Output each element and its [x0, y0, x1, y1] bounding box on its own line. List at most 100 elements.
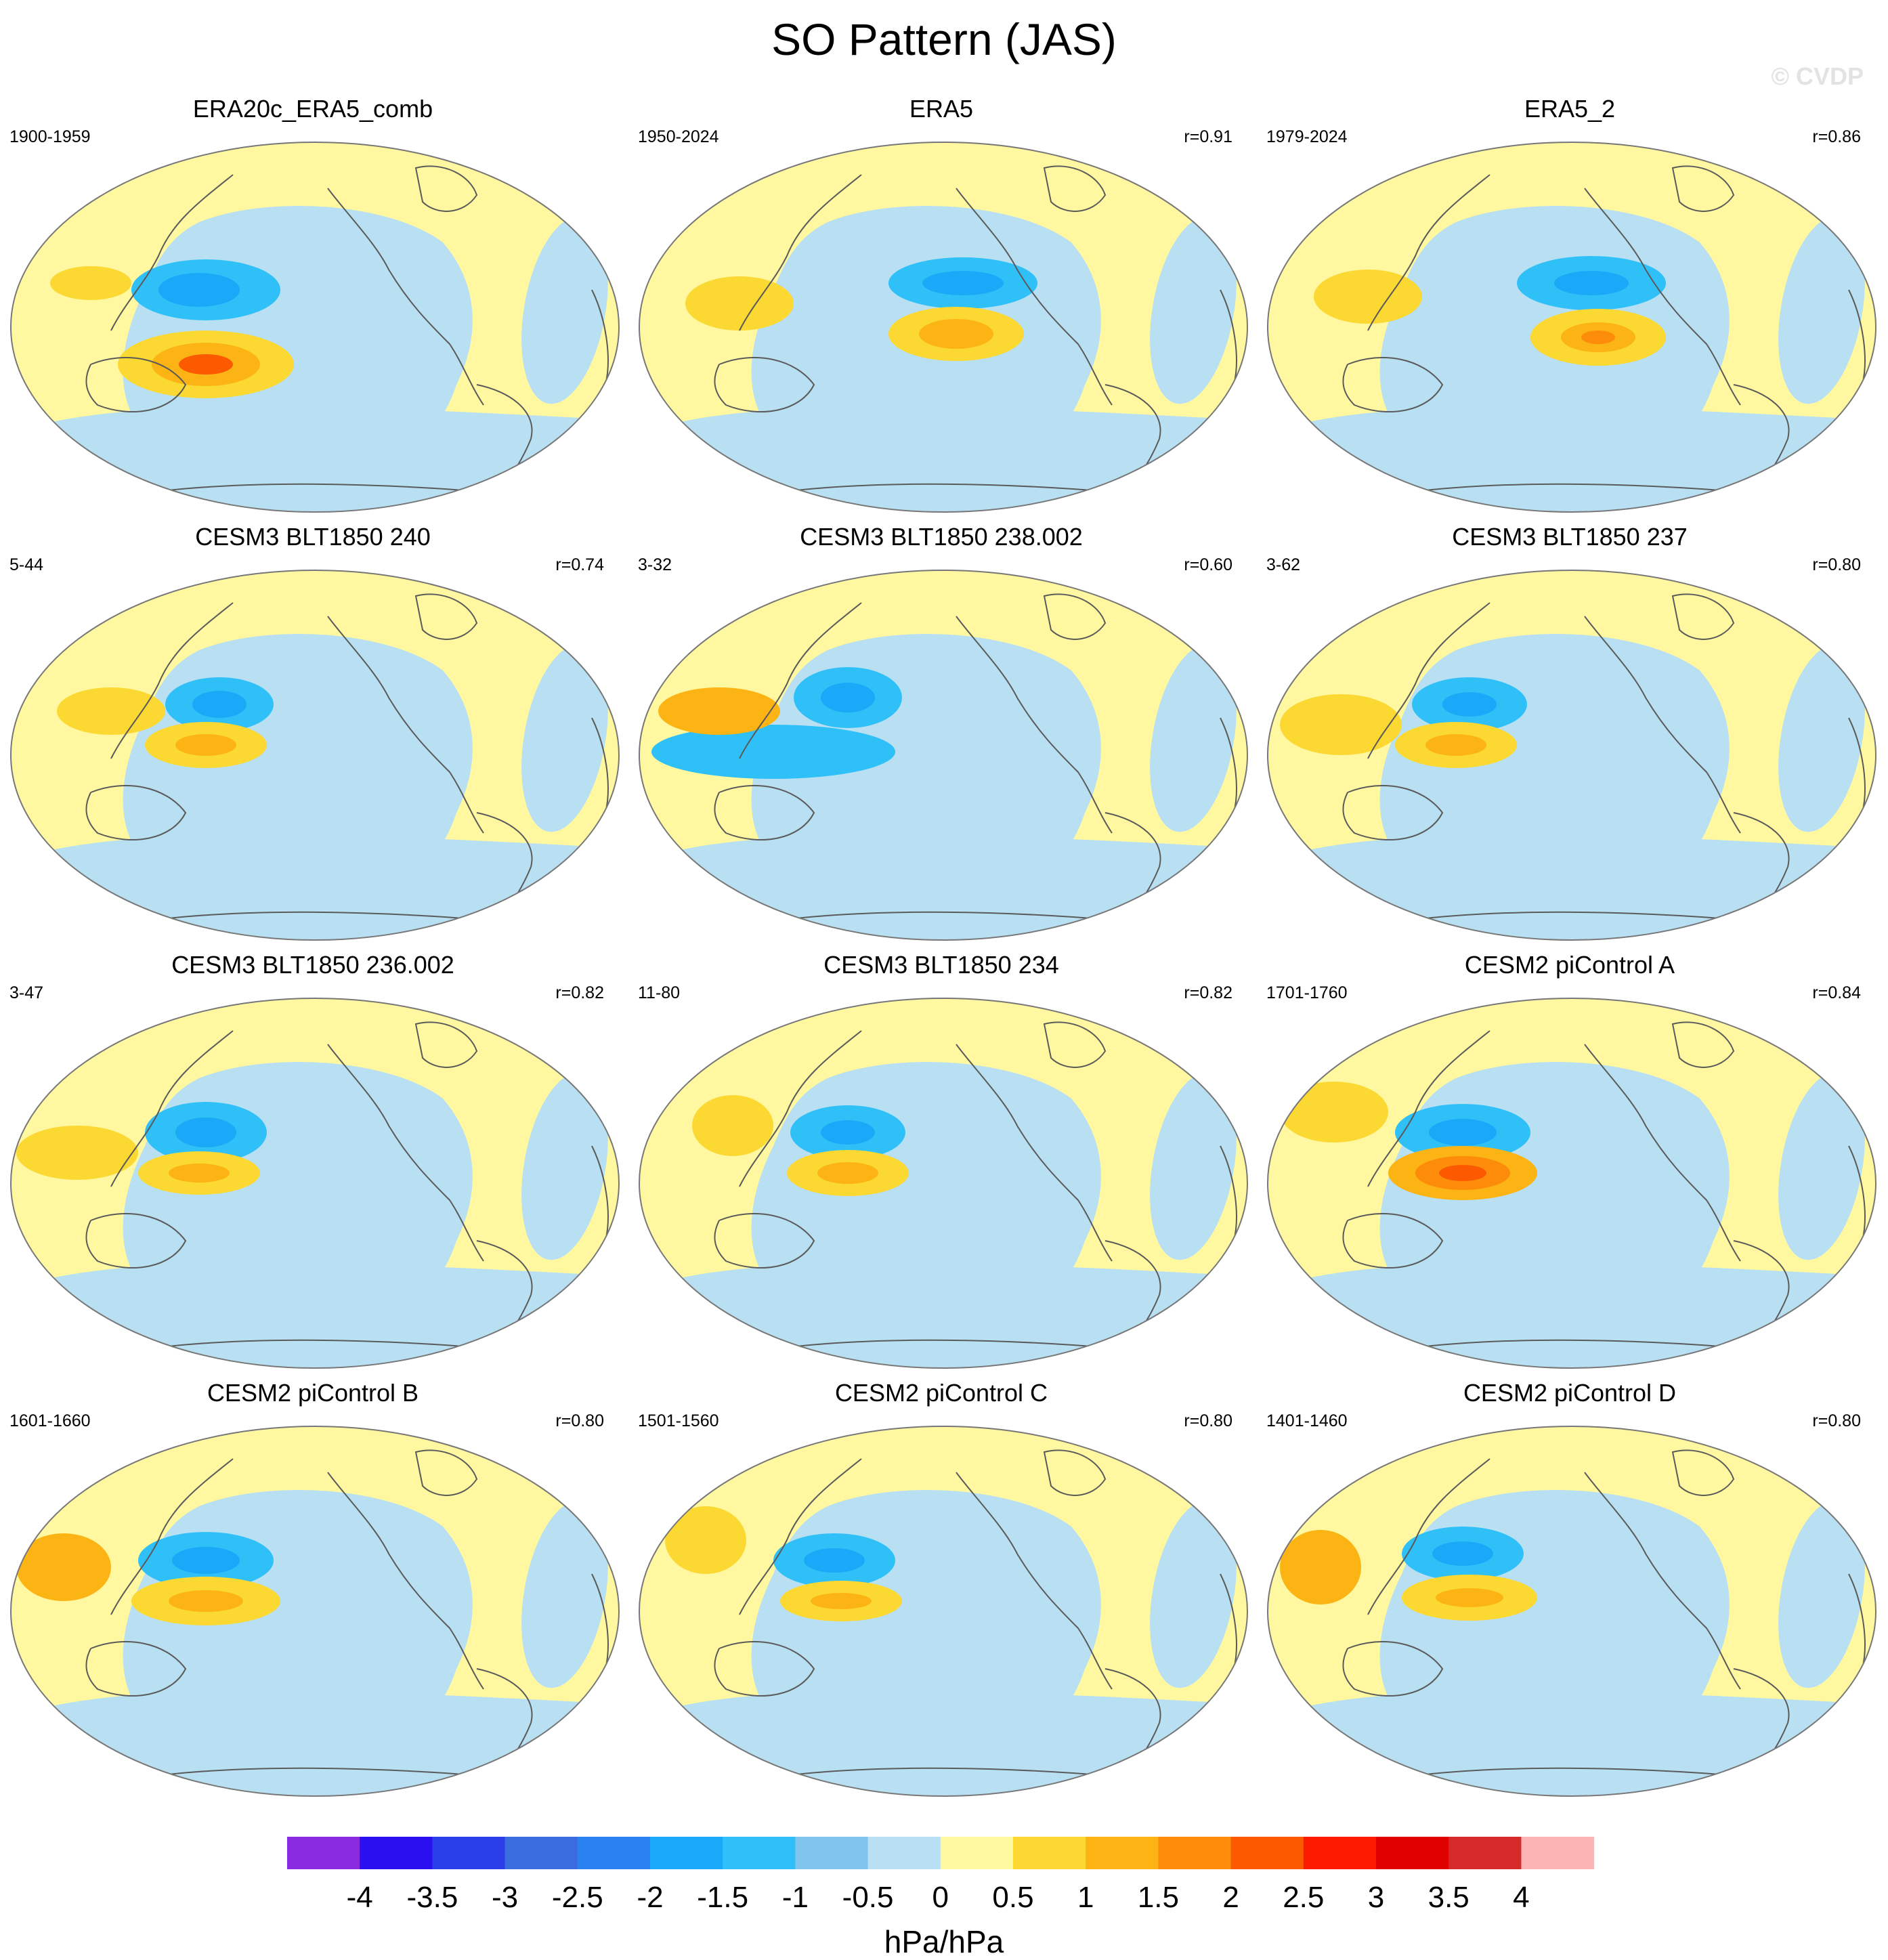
coastline-africa	[1220, 289, 1237, 385]
southern-ocean-negative-band	[1293, 834, 1854, 940]
panel-period: 1979-2024	[1266, 127, 1348, 146]
negative-anomaly-core	[821, 1120, 875, 1145]
atlantic-negative-region	[1150, 1072, 1237, 1260]
panel-correlation: r=0.82	[1184, 983, 1232, 1002]
colorbar-segment	[1521, 1837, 1595, 1869]
coastline-north-america	[1584, 1044, 1741, 1262]
coastline-australia	[1342, 785, 1444, 840]
coastline-north-america	[1584, 616, 1741, 834]
colorbar-tick-label: 3.5	[1428, 1881, 1469, 1914]
colorbar-segment	[1230, 1837, 1304, 1869]
atlantic-negative-region	[1150, 1500, 1237, 1688]
panel-correlation: r=0.80	[555, 1411, 604, 1430]
colorbar-tick-label: -4	[347, 1881, 373, 1914]
coastline-asia	[110, 174, 234, 331]
southern-ocean-negative-band	[37, 1690, 597, 1796]
panel-correlation: r=0.91	[1184, 127, 1232, 146]
robinson-map	[1267, 998, 1876, 1369]
colorbar-segment	[577, 1837, 651, 1869]
coastline-asia	[739, 174, 862, 331]
coastline-north-america	[327, 1044, 484, 1262]
colorbar-segment	[1013, 1837, 1086, 1869]
australia-positive-lobe	[685, 276, 794, 331]
map-panel: CESM2 piControl A 1701-1760 r=0.84	[1257, 950, 1883, 1376]
panel-period: 3-62	[1266, 555, 1301, 574]
positive-anomaly-core	[169, 1590, 243, 1612]
colorbar-tick-label: 2.5	[1283, 1881, 1324, 1914]
coastline-asia	[739, 602, 862, 759]
map-panel: ERA5_2 1979-2024 r=0.86	[1257, 93, 1883, 520]
atlantic-negative-region	[1150, 216, 1237, 404]
map-border	[10, 1426, 620, 1797]
colorbar-segment	[1086, 1837, 1159, 1869]
map-panel: CESM3 BLT1850 240 5-44 r=0.74	[0, 521, 626, 948]
panel-title: CESM3 BLT1850 240	[195, 523, 431, 551]
coastline-antarctica	[1401, 483, 1755, 494]
southern-ocean-negative-band	[665, 1262, 1226, 1368]
map-panel: CESM3 BLT1850 238.002 3-32 r=0.60	[628, 521, 1254, 948]
coastline-greenland	[1043, 1021, 1107, 1068]
positive-anomaly-core	[919, 319, 993, 349]
coastline-africa	[591, 717, 609, 813]
southern-ocean-negative-band	[37, 406, 597, 512]
colorbar-tick-label: 1.5	[1138, 1881, 1179, 1914]
coastline-greenland	[414, 165, 478, 212]
australia-positive-lobe	[50, 266, 131, 300]
map-panel: CESM3 BLT1850 237 3-62 r=0.80	[1257, 521, 1883, 948]
negative-anomaly-core	[172, 1547, 240, 1574]
southern-ocean-negative-band	[1293, 1690, 1854, 1796]
map-field	[11, 570, 619, 940]
positive-anomaly-core	[1581, 331, 1615, 344]
panel-title: CESM3 BLT1850 236.002	[171, 951, 454, 979]
panel-correlation: r=0.80	[1184, 1411, 1232, 1430]
colorbar-segment	[650, 1837, 723, 1869]
colorbar-units-label: hPa/hPa	[884, 1924, 1004, 1959]
coastline-antarctica	[144, 911, 498, 922]
colorbar-segment	[940, 1837, 1014, 1869]
map-field	[639, 998, 1247, 1368]
australia-positive-lobe	[1280, 1530, 1361, 1604]
cvdp-watermark: © CVDP	[1771, 62, 1864, 90]
coastline-north-america	[327, 1472, 484, 1690]
colorbar-segment	[1449, 1837, 1522, 1869]
map-panel: ERA5 1950-2024 r=0.91	[628, 93, 1254, 520]
colorbar-tick-label: -1	[782, 1881, 809, 1914]
coastline-greenland	[1671, 165, 1735, 212]
panel-correlation: r=0.60	[1184, 555, 1232, 574]
colorbar-segment	[505, 1837, 578, 1869]
robinson-map	[1267, 1426, 1876, 1797]
map-border	[10, 570, 620, 941]
panel-title: CESM3 BLT1850 237	[1452, 523, 1688, 551]
coastline-greenland	[414, 1449, 478, 1496]
panel-title: CESM2 piControl A	[1464, 951, 1675, 979]
panel-correlation: r=0.80	[1812, 555, 1861, 574]
panel-period: 1950-2024	[638, 127, 719, 146]
map-border	[10, 998, 620, 1369]
australia-positive-lobe	[57, 687, 165, 735]
coastline-australia	[1342, 1213, 1444, 1269]
panel-period: 3-32	[638, 555, 672, 574]
coastline-australia	[85, 1213, 187, 1269]
coastline-antarctica	[1401, 1767, 1755, 1778]
southern-ocean-negative-band	[665, 406, 1226, 512]
colorbar-tick-label: -3	[492, 1881, 518, 1914]
atlantic-negative-region	[521, 1500, 608, 1688]
coastline-north-america	[956, 188, 1113, 406]
positive-anomaly-core	[1439, 1165, 1486, 1181]
map-field	[639, 1426, 1247, 1796]
panel-title: CESM2 piControl D	[1463, 1379, 1677, 1407]
australia-positive-lobe	[665, 1506, 746, 1574]
colorbar-tick-label: -3.5	[406, 1881, 458, 1914]
coastline-north-america	[956, 1472, 1113, 1690]
atlantic-negative-region	[521, 644, 608, 832]
panel-period: 1701-1760	[1266, 983, 1348, 1002]
negative-anomaly-core	[1554, 271, 1629, 295]
figure-title: SO Pattern (JAS)	[771, 14, 1117, 64]
australia-positive-lobe	[16, 1126, 138, 1180]
panel-title: ERA5_2	[1524, 95, 1616, 123]
colorbar-segment	[723, 1837, 796, 1869]
map-border	[639, 998, 1248, 1369]
colorbar-tick-label: 3	[1368, 1881, 1384, 1914]
australia-positive-lobe	[16, 1533, 111, 1601]
coastline-greenland	[1671, 1449, 1735, 1496]
